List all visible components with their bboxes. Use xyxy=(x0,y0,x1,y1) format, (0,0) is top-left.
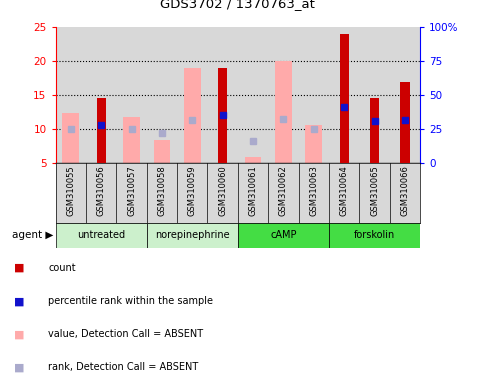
Bar xyxy=(238,27,268,163)
Bar xyxy=(97,98,106,163)
Bar xyxy=(56,223,147,248)
Text: ■: ■ xyxy=(14,263,25,273)
Bar xyxy=(86,27,116,163)
Bar xyxy=(218,68,227,163)
Bar xyxy=(147,27,177,163)
Text: GSM310064: GSM310064 xyxy=(340,165,349,216)
Text: GSM310060: GSM310060 xyxy=(218,165,227,216)
Text: GSM310059: GSM310059 xyxy=(188,165,197,215)
Bar xyxy=(245,157,261,163)
Bar xyxy=(268,27,298,163)
Text: GSM310063: GSM310063 xyxy=(309,165,318,216)
Bar xyxy=(208,27,238,163)
Text: agent ▶: agent ▶ xyxy=(12,230,53,240)
Text: value, Detection Call = ABSENT: value, Detection Call = ABSENT xyxy=(48,329,203,339)
Text: cAMP: cAMP xyxy=(270,230,297,240)
Bar xyxy=(340,34,349,163)
Bar xyxy=(238,223,329,248)
Bar xyxy=(154,140,170,163)
Text: GSM310058: GSM310058 xyxy=(157,165,167,216)
Text: GSM310066: GSM310066 xyxy=(400,165,410,216)
Text: GSM310061: GSM310061 xyxy=(249,165,257,216)
Bar xyxy=(116,27,147,163)
Text: GSM310056: GSM310056 xyxy=(97,165,106,216)
Text: ■: ■ xyxy=(14,329,25,339)
Bar xyxy=(305,125,322,163)
Text: percentile rank within the sample: percentile rank within the sample xyxy=(48,296,213,306)
Bar xyxy=(177,27,208,163)
Text: forskolin: forskolin xyxy=(354,230,395,240)
Bar xyxy=(298,27,329,163)
Text: GSM310062: GSM310062 xyxy=(279,165,288,216)
Text: GSM310057: GSM310057 xyxy=(127,165,136,216)
Bar xyxy=(400,82,410,163)
Bar xyxy=(359,27,390,163)
Text: norepinephrine: norepinephrine xyxy=(155,230,229,240)
Text: count: count xyxy=(48,263,76,273)
Bar xyxy=(329,223,420,248)
Text: untreated: untreated xyxy=(77,230,125,240)
Bar xyxy=(62,113,79,163)
Text: ■: ■ xyxy=(14,296,25,306)
Text: GDS3702 / 1370763_at: GDS3702 / 1370763_at xyxy=(160,0,315,10)
Bar xyxy=(147,223,238,248)
Bar xyxy=(56,27,86,163)
Text: ■: ■ xyxy=(14,362,25,372)
Bar xyxy=(390,27,420,163)
Text: rank, Detection Call = ABSENT: rank, Detection Call = ABSENT xyxy=(48,362,199,372)
Text: GSM310055: GSM310055 xyxy=(66,165,75,215)
Bar xyxy=(275,61,292,163)
Bar xyxy=(184,68,200,163)
Bar xyxy=(123,117,140,163)
Text: GSM310065: GSM310065 xyxy=(370,165,379,216)
Bar xyxy=(329,27,359,163)
Bar xyxy=(370,98,379,163)
